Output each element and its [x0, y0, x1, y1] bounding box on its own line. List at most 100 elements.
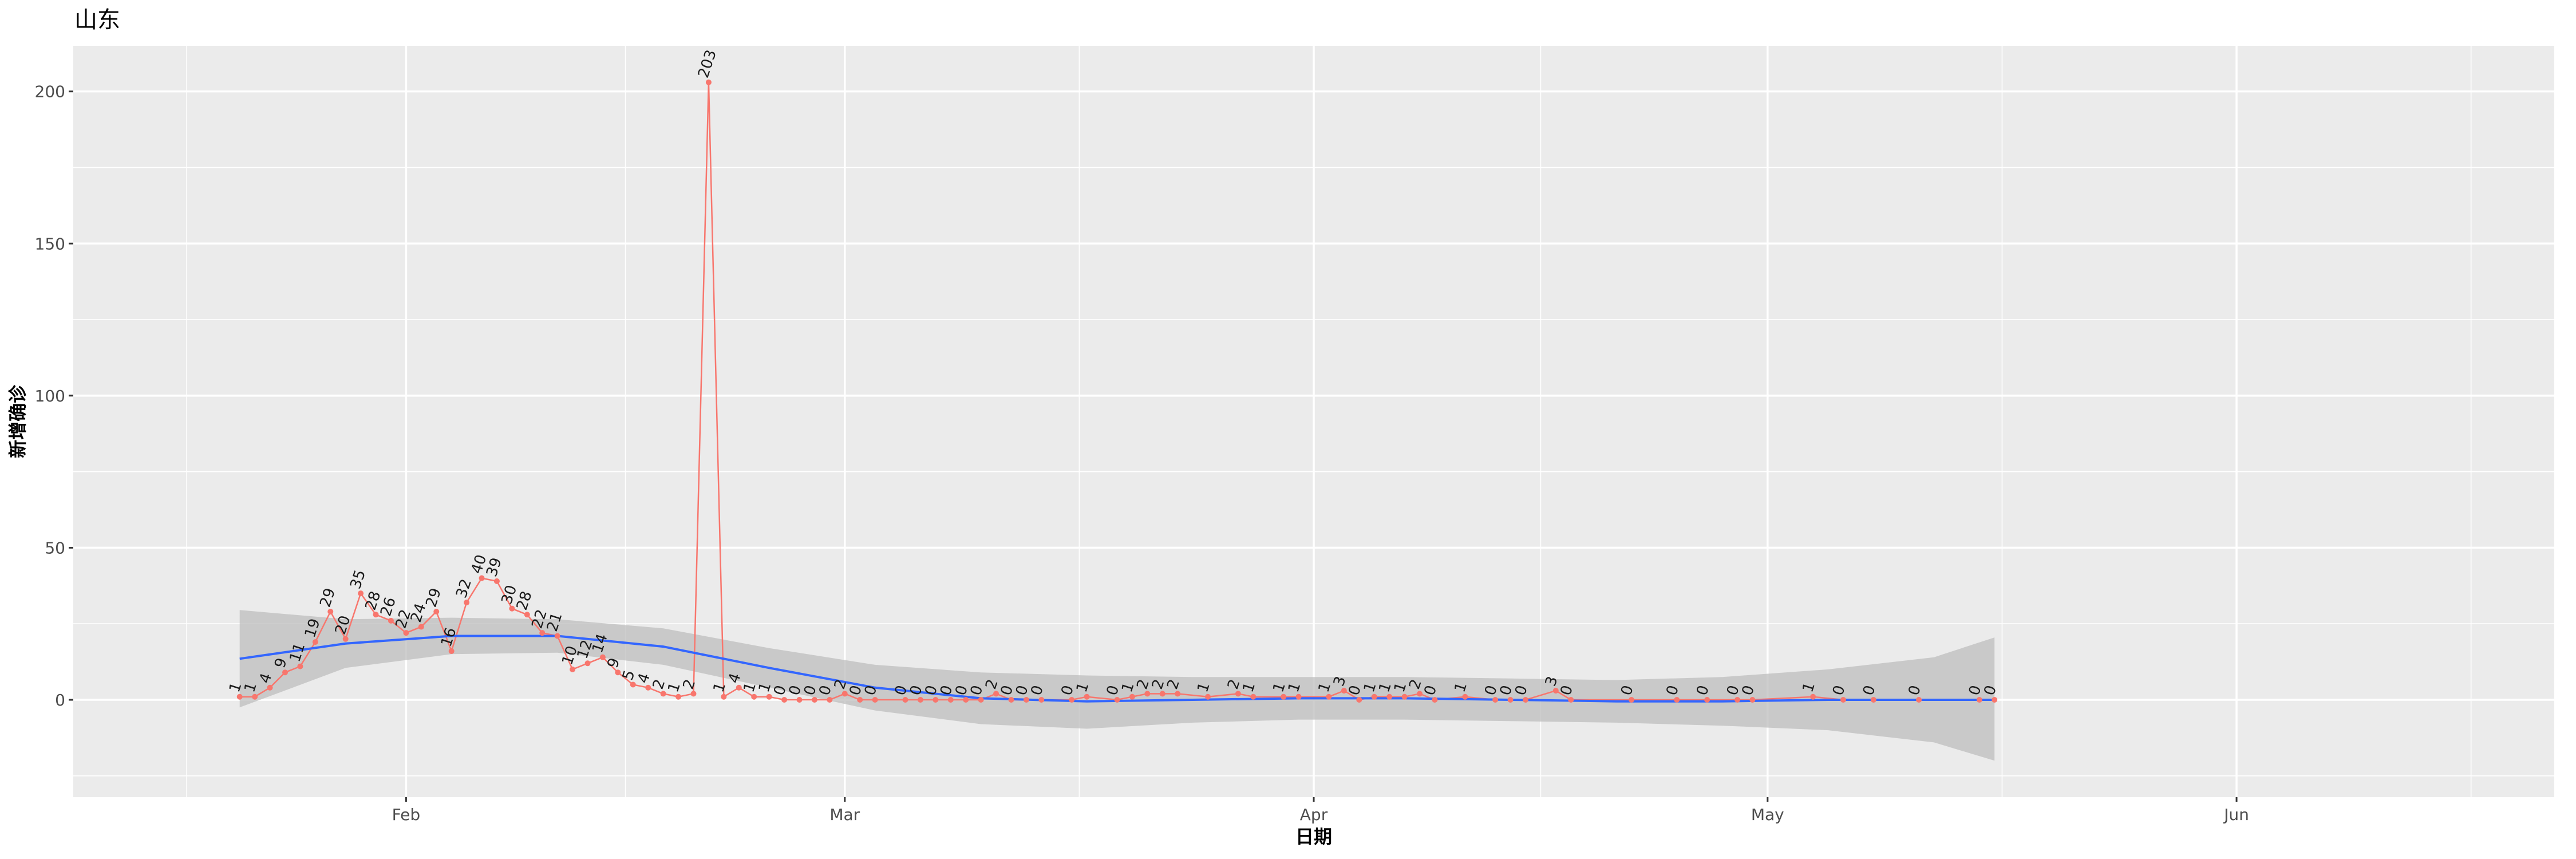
x-tick-label: Apr	[1300, 805, 1328, 824]
chart-title: 山东	[74, 7, 120, 33]
data-point	[358, 590, 364, 597]
y-axis: 0 50 100 150 200	[35, 82, 73, 710]
data-point	[1492, 697, 1499, 703]
data-point	[282, 669, 288, 676]
data-point	[1674, 697, 1680, 703]
data-point	[1734, 697, 1740, 703]
data-point	[1432, 697, 1438, 703]
data-point	[1295, 693, 1302, 700]
x-tick-label: May	[1751, 805, 1784, 824]
data-point	[993, 691, 999, 697]
data-point	[705, 79, 712, 85]
data-point	[418, 624, 424, 630]
data-point	[464, 600, 470, 606]
confidence-band-area	[239, 610, 1995, 761]
data-point	[615, 669, 621, 676]
data-point	[872, 697, 878, 703]
data-point	[1326, 693, 1332, 700]
y-tick-label: 0	[55, 691, 65, 710]
data-point	[1386, 693, 1393, 700]
data-point	[267, 684, 273, 691]
data-point	[963, 697, 969, 703]
data-point	[1462, 693, 1468, 700]
data-point	[978, 697, 984, 703]
data-point	[1522, 697, 1528, 703]
data-point	[373, 612, 379, 618]
data-points	[236, 79, 1998, 703]
x-tick-label: Feb	[392, 805, 421, 824]
data-point	[584, 660, 591, 667]
data-point	[1568, 697, 1574, 703]
y-tick-label: 50	[45, 538, 65, 557]
data-point	[1250, 693, 1257, 700]
data-point	[1507, 697, 1514, 703]
data-point	[509, 605, 515, 612]
data-point	[312, 639, 318, 645]
data-point	[524, 612, 530, 618]
data-point	[781, 697, 788, 703]
data-point	[236, 693, 243, 700]
data-point	[388, 617, 394, 624]
data-point	[570, 666, 576, 672]
x-axis-label: 日期	[1295, 826, 1332, 848]
data-point	[660, 691, 666, 697]
data-point	[599, 654, 606, 660]
y-tick-label: 200	[35, 82, 65, 101]
data-point	[433, 608, 440, 614]
x-axis: Feb Mar Apr May Jun	[392, 797, 2249, 824]
data-point	[917, 697, 923, 703]
data-point	[766, 693, 772, 700]
data-point	[1281, 693, 1287, 700]
data-point	[690, 691, 697, 697]
x-tick-label: Jun	[2223, 805, 2249, 824]
y-axis-label: 新增确诊	[7, 384, 29, 458]
data-point	[493, 578, 500, 584]
data-point	[645, 684, 651, 691]
data-point	[1870, 697, 1876, 703]
data-point	[1129, 693, 1135, 700]
data-point	[630, 681, 636, 688]
y-tick-label: 100	[35, 387, 65, 405]
data-point	[1916, 697, 1922, 703]
data-point	[1356, 697, 1362, 703]
data-point	[1175, 691, 1181, 697]
data-point	[403, 630, 409, 636]
data-point	[1628, 697, 1634, 703]
x-tick-label: Mar	[829, 805, 860, 824]
data-point	[1371, 693, 1377, 700]
data-point	[554, 633, 560, 639]
data-point	[1401, 693, 1408, 700]
data-point	[736, 684, 742, 691]
data-point	[1114, 697, 1120, 703]
grid-major	[73, 46, 2554, 797]
data-point	[1069, 697, 1075, 703]
data-point	[1552, 688, 1559, 694]
data-point	[448, 648, 455, 655]
data-point	[1704, 697, 1710, 703]
data-point	[297, 663, 303, 669]
data-point	[1144, 691, 1151, 697]
y-tick-label: 150	[35, 234, 65, 253]
data-point	[1749, 697, 1756, 703]
data-point	[1159, 691, 1165, 697]
data-point	[1205, 693, 1211, 700]
data-point	[1038, 697, 1045, 703]
data-point	[902, 697, 908, 703]
data-point	[1992, 697, 1998, 703]
data-point	[827, 697, 833, 703]
data-point	[721, 693, 727, 700]
data-point	[1976, 697, 1982, 703]
data-point	[342, 636, 349, 642]
confidence-band	[239, 610, 1995, 761]
data-point	[1235, 691, 1241, 697]
data-point	[811, 697, 817, 703]
data-point	[857, 697, 863, 703]
data-point	[1416, 691, 1423, 697]
data-point	[479, 575, 485, 581]
data-point	[1341, 688, 1347, 694]
data-point	[1008, 697, 1014, 703]
data-point	[841, 691, 848, 697]
data-point	[1023, 697, 1029, 703]
data-point	[1840, 697, 1846, 703]
